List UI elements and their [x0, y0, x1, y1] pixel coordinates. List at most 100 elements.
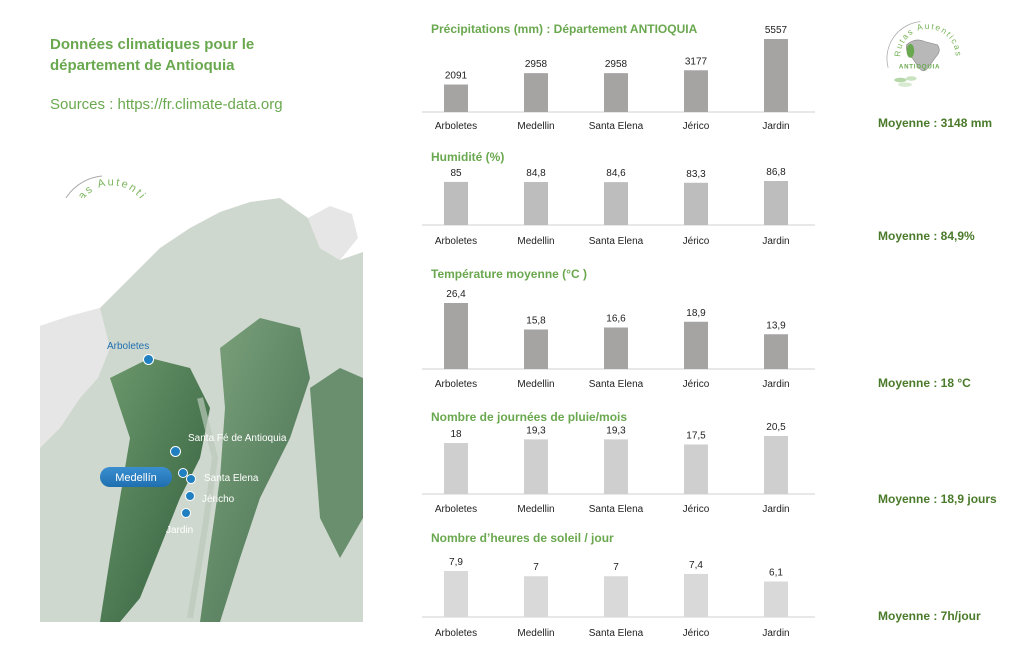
location-pin-icon — [170, 446, 181, 457]
category-label: Medellin — [517, 236, 554, 247]
category-label: Jardin — [762, 628, 789, 639]
data-label: 13,9 — [766, 320, 786, 331]
category-label: Jérico — [683, 379, 710, 390]
data-label: 18,9 — [686, 308, 706, 319]
bar-rain-days — [444, 443, 468, 494]
data-label: 17,5 — [686, 430, 706, 441]
data-label: 83,3 — [686, 169, 706, 180]
data-label: 84,6 — [606, 168, 626, 179]
map-place-jardin-label[interactable]: Jardin — [166, 525, 194, 536]
category-label: Santa Elena — [589, 628, 644, 639]
chart-title: Nombre d’heures de soleil / jour — [431, 531, 614, 545]
bar-rain-days — [524, 439, 548, 494]
category-label: Santa Elena — [589, 504, 644, 515]
map-place-medellin[interactable]: Medellín — [100, 467, 172, 487]
chart-title: Température moyenne (°C ) — [431, 267, 587, 281]
data-label: 2091 — [445, 71, 468, 82]
bar-precipitation — [764, 39, 788, 112]
bar-precipitation — [684, 70, 708, 112]
location-pin-icon — [185, 491, 195, 501]
bar-temperature — [764, 334, 788, 369]
bar-sunshine — [764, 581, 788, 617]
bar-temperature — [604, 327, 628, 369]
category-label: Arboletes — [435, 504, 477, 515]
data-label: 20,5 — [766, 422, 786, 433]
map-place-jericho-label[interactable]: Jéricho — [202, 494, 235, 505]
category-label: Jardin — [762, 504, 789, 515]
data-label: 7,9 — [449, 557, 463, 568]
map-place-label: Arboletes — [107, 341, 150, 352]
map-place-label: Medellín — [115, 472, 157, 484]
category-label: Santa Elena — [589, 236, 644, 247]
data-label: 19,3 — [526, 425, 546, 436]
data-label: 5557 — [765, 25, 788, 36]
category-label: Jérico — [683, 504, 710, 515]
map-place-arboletes[interactable]: Arboletes — [107, 336, 154, 365]
chart-title: Humidité (%) — [431, 150, 504, 164]
data-label: 18 — [450, 429, 462, 440]
map-lake — [308, 206, 358, 260]
category-label: Medellin — [517, 504, 554, 515]
bar-humidity — [444, 181, 468, 225]
category-label: Jardin — [762, 379, 789, 390]
bar-rain-days — [764, 436, 788, 494]
map-mountain-range-central — [200, 318, 310, 622]
bar-sunshine — [524, 576, 548, 617]
category-label: Arboletes — [435, 379, 477, 390]
sources-text: Sources : https://fr.climate-data.org — [50, 96, 283, 113]
map-place-label: Santa Fé de Antioquia — [188, 433, 287, 444]
data-label: 16,6 — [606, 314, 626, 325]
category-label: Jérico — [683, 121, 710, 132]
chart-precipitation: Précipitations (mm) : Département ANTIOQ… — [422, 22, 815, 132]
chart-humidity: Humidité (%) 85 Arboletes 84,8 Medellin 84,6 S… — [422, 150, 815, 247]
data-label: 19,3 — [606, 425, 626, 436]
chart-title: Précipitations (mm) : Département ANTIOQ… — [431, 22, 698, 36]
antioquia-map — [40, 198, 363, 622]
rutas-autenticas-logo-right: Rutas Autenticas ANTIOQUIA — [886, 21, 962, 87]
average-precipitation: Moyenne : 3148 mm — [878, 116, 993, 130]
data-label: 6,1 — [769, 567, 783, 578]
bar-precipitation — [604, 73, 628, 112]
average-rain-days: Moyenne : 18,9 jours — [878, 492, 997, 506]
data-label: 2958 — [525, 59, 548, 70]
map-place-santa-elena-label[interactable]: Santa Elena — [204, 473, 259, 484]
chart-sunshine: Nombre d’heures de soleil / jour 7,9 Arbol… — [422, 531, 815, 639]
category-label: Jardin — [762, 121, 789, 132]
category-label: Jardin — [762, 236, 789, 247]
location-pin-icon — [143, 354, 154, 365]
map-mountain-range-west — [100, 358, 210, 622]
data-label: 26,4 — [446, 289, 466, 300]
category-label: Medellin — [517, 628, 554, 639]
data-label: 3177 — [685, 56, 708, 67]
map-sea-gulf — [40, 308, 110, 448]
logo-inner-text: ANTIOQUIA — [899, 64, 940, 71]
category-label: Arboletes — [435, 121, 477, 132]
data-label: 7 — [613, 562, 619, 573]
category-label: Santa Elena — [589, 121, 644, 132]
bar-temperature — [684, 321, 708, 369]
bar-humidity — [684, 182, 708, 225]
data-label: 15,8 — [526, 316, 546, 327]
location-pin-icon — [178, 468, 188, 478]
bar-rain-days — [684, 444, 708, 494]
category-label: Medellin — [517, 379, 554, 390]
average-sunshine: Moyenne : 7h/jour — [878, 609, 981, 623]
data-label: 85 — [450, 168, 462, 179]
category-label: Santa Elena — [589, 379, 644, 390]
page-title-line-1: Données climatiques pour le — [50, 36, 255, 53]
bar-precipitation — [524, 73, 548, 112]
bar-humidity — [524, 182, 548, 225]
bar-sunshine — [684, 573, 708, 617]
data-label: 2958 — [605, 59, 628, 70]
page-title-line-2: département de Antioquia — [50, 57, 235, 74]
bar-humidity — [604, 182, 628, 225]
category-label: Arboletes — [435, 236, 477, 247]
data-label: 86,8 — [766, 167, 786, 178]
category-label: Jérico — [683, 236, 710, 247]
bar-precipitation — [444, 84, 468, 112]
bar-temperature — [444, 303, 468, 369]
data-label: 7 — [533, 562, 539, 573]
map-valley — [187, 397, 219, 619]
data-label: 84,8 — [526, 168, 546, 179]
